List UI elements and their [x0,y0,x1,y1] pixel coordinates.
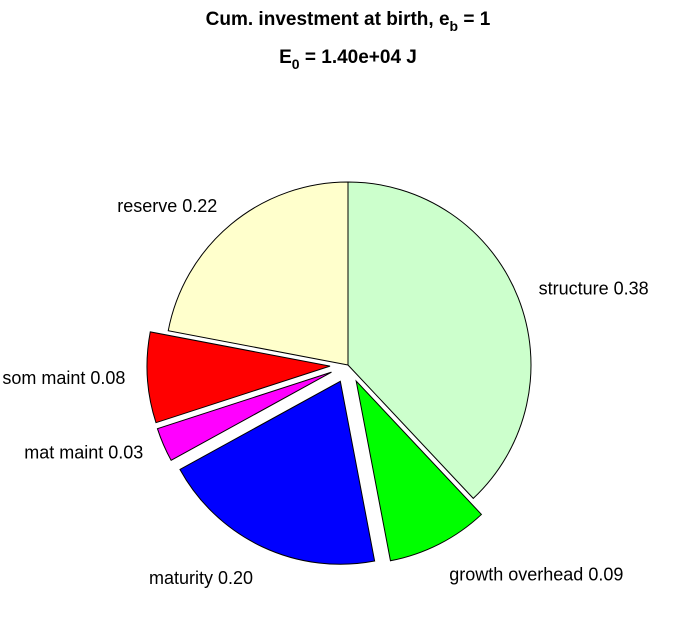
slice-name: structure [539,278,609,298]
slice-value: 0.09 [588,564,623,584]
chart-title: Cum. investment at birth, eb = 1 [206,9,491,34]
slice-value: 0.08 [90,368,125,388]
title-part: b [450,18,459,34]
chart-title: E0 = 1.40e+04 J [279,47,417,72]
title-part: 0 [292,56,300,72]
slice-name: growth overhead [449,564,583,584]
slice-name: maturity [149,568,213,588]
slice-name: som maint [2,368,85,388]
slice-label: reserve 0.22 [117,196,217,216]
pie-slice [347,181,532,500]
pie-slice [179,380,376,565]
slice-value: 0.03 [108,442,143,462]
slice-name: reserve [117,196,177,216]
slice-value: 0.20 [218,568,253,588]
pie-slice [355,379,483,562]
pie-slice [156,371,332,461]
title-part: = 1 [458,9,491,30]
title-part: E [279,47,292,68]
pie-slice [167,181,349,366]
slice-name: mat maint [24,442,103,462]
slice-value: 0.38 [614,278,649,298]
title-part: = 1.40e+04 J [300,47,417,68]
slice-label: growth overhead 0.09 [449,564,623,584]
slice-value: 0.22 [182,196,217,216]
slice-label: mat maint 0.03 [24,442,143,462]
slice-label: structure 0.38 [539,278,649,298]
title-part: Cum. investment at birth, e [206,9,450,30]
pie-slice [146,331,331,424]
slice-label: maturity 0.20 [149,568,253,588]
slice-label: som maint 0.08 [2,368,125,388]
